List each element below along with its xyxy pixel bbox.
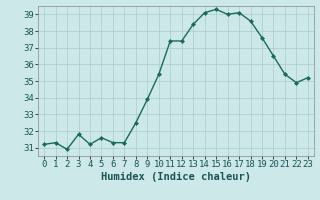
X-axis label: Humidex (Indice chaleur): Humidex (Indice chaleur)	[101, 172, 251, 182]
